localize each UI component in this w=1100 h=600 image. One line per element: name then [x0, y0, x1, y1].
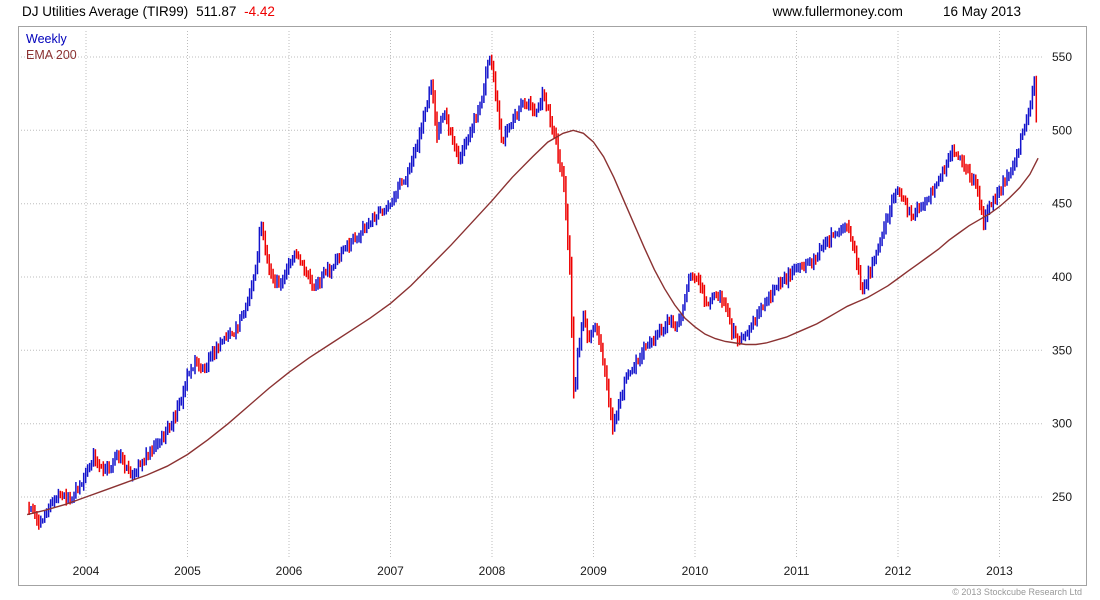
price-bars-down — [28, 54, 1038, 530]
x-axis-label: 2007 — [377, 564, 404, 578]
price-change: -4.42 — [244, 4, 275, 19]
y-axis-label: 500 — [1052, 123, 1072, 137]
y-axis-label: 400 — [1052, 270, 1072, 284]
chart-header: DJ Utilities Average (TIR99) 511.87 -4.4… — [22, 4, 1087, 19]
x-axis-label: 2010 — [682, 564, 709, 578]
x-axis-label: 2004 — [73, 564, 100, 578]
y-axis-label: 350 — [1052, 343, 1072, 357]
x-axis-label: 2012 — [885, 564, 912, 578]
chart-legend: Weekly EMA 200 — [26, 31, 77, 63]
y-axis-label: 550 — [1052, 50, 1072, 64]
x-axis-label: 2008 — [479, 564, 506, 578]
y-axis: 250 300 350 400 450 500 550 — [1052, 50, 1072, 504]
last-price: 511.87 — [196, 4, 237, 19]
x-axis: 2004 2005 2006 2007 2008 2009 2010 2011 2012 2013 — [73, 564, 1014, 578]
legend-ema: EMA 200 — [26, 48, 77, 62]
x-axis-label: 2006 — [276, 564, 303, 578]
website-url: www.fullermoney.com — [772, 4, 903, 19]
x-axis-label: 2013 — [986, 564, 1013, 578]
grid — [21, 31, 1043, 559]
chart-title: DJ Utilities Average (TIR99) — [22, 4, 189, 19]
chart-date: 16 May 2013 — [942, 4, 1021, 19]
y-axis-label: 250 — [1052, 490, 1072, 504]
x-axis-label: 2011 — [784, 564, 810, 578]
chart-area: 250 300 350 400 450 500 550 2004 2005 2006 2007 200… — [18, 26, 1087, 586]
header-right: www.fullermoney.com 16 May 2013 — [773, 4, 1021, 19]
ema-line — [26, 129, 1039, 516]
x-axis-label: 2009 — [580, 564, 607, 578]
copyright-notice: © 2013 Stockcube Research Ltd — [952, 587, 1082, 597]
price-bars-up — [30, 55, 1036, 528]
x-axis-label: 2005 — [174, 564, 201, 578]
legend-weekly: Weekly — [26, 32, 67, 46]
y-axis-label: 300 — [1052, 417, 1072, 431]
y-axis-label: 450 — [1052, 197, 1072, 211]
header-left: DJ Utilities Average (TIR99) 511.87 -4.4… — [22, 4, 279, 19]
